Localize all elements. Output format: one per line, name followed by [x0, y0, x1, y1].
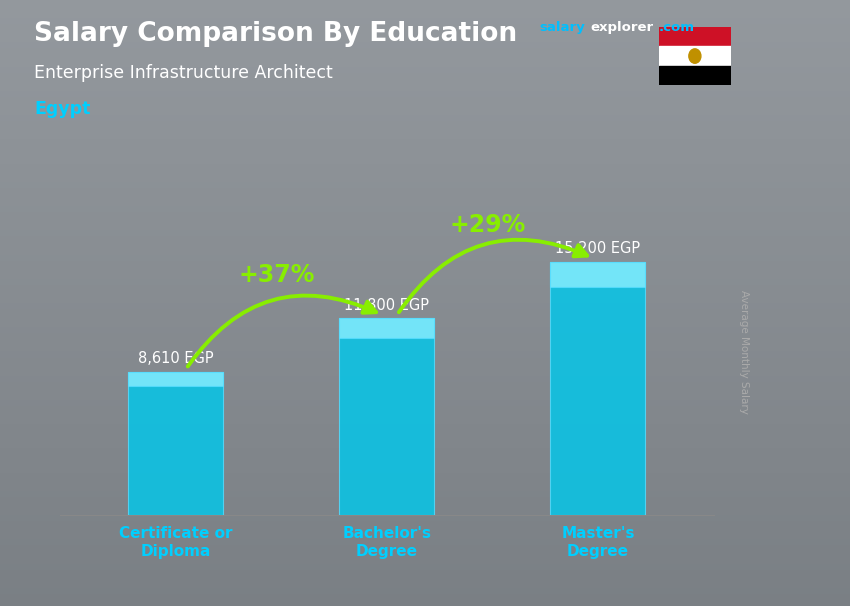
Bar: [551, 262, 645, 287]
Bar: [659, 27, 731, 47]
FancyArrowPatch shape: [399, 240, 587, 312]
Bar: [659, 47, 731, 65]
FancyArrowPatch shape: [188, 296, 376, 367]
Text: Egypt: Egypt: [34, 100, 90, 118]
Bar: [659, 65, 731, 85]
Bar: [551, 262, 645, 515]
Text: +37%: +37%: [239, 263, 315, 287]
Text: Salary Comparison By Education: Salary Comparison By Education: [34, 21, 517, 47]
Bar: [128, 371, 224, 515]
Circle shape: [688, 49, 701, 63]
Text: +29%: +29%: [450, 213, 526, 237]
Text: Average Monthly Salary: Average Monthly Salary: [739, 290, 749, 413]
Text: 15,200 EGP: 15,200 EGP: [555, 241, 640, 256]
Bar: [339, 319, 434, 515]
Text: explorer: explorer: [591, 21, 654, 34]
Text: 8,610 EGP: 8,610 EGP: [138, 351, 213, 366]
Text: .com: .com: [659, 21, 694, 34]
Text: Enterprise Infrastructure Architect: Enterprise Infrastructure Architect: [34, 64, 332, 82]
Bar: [128, 371, 224, 386]
Text: 11,800 EGP: 11,800 EGP: [344, 298, 429, 313]
Text: salary: salary: [540, 21, 586, 34]
Bar: [339, 319, 434, 338]
